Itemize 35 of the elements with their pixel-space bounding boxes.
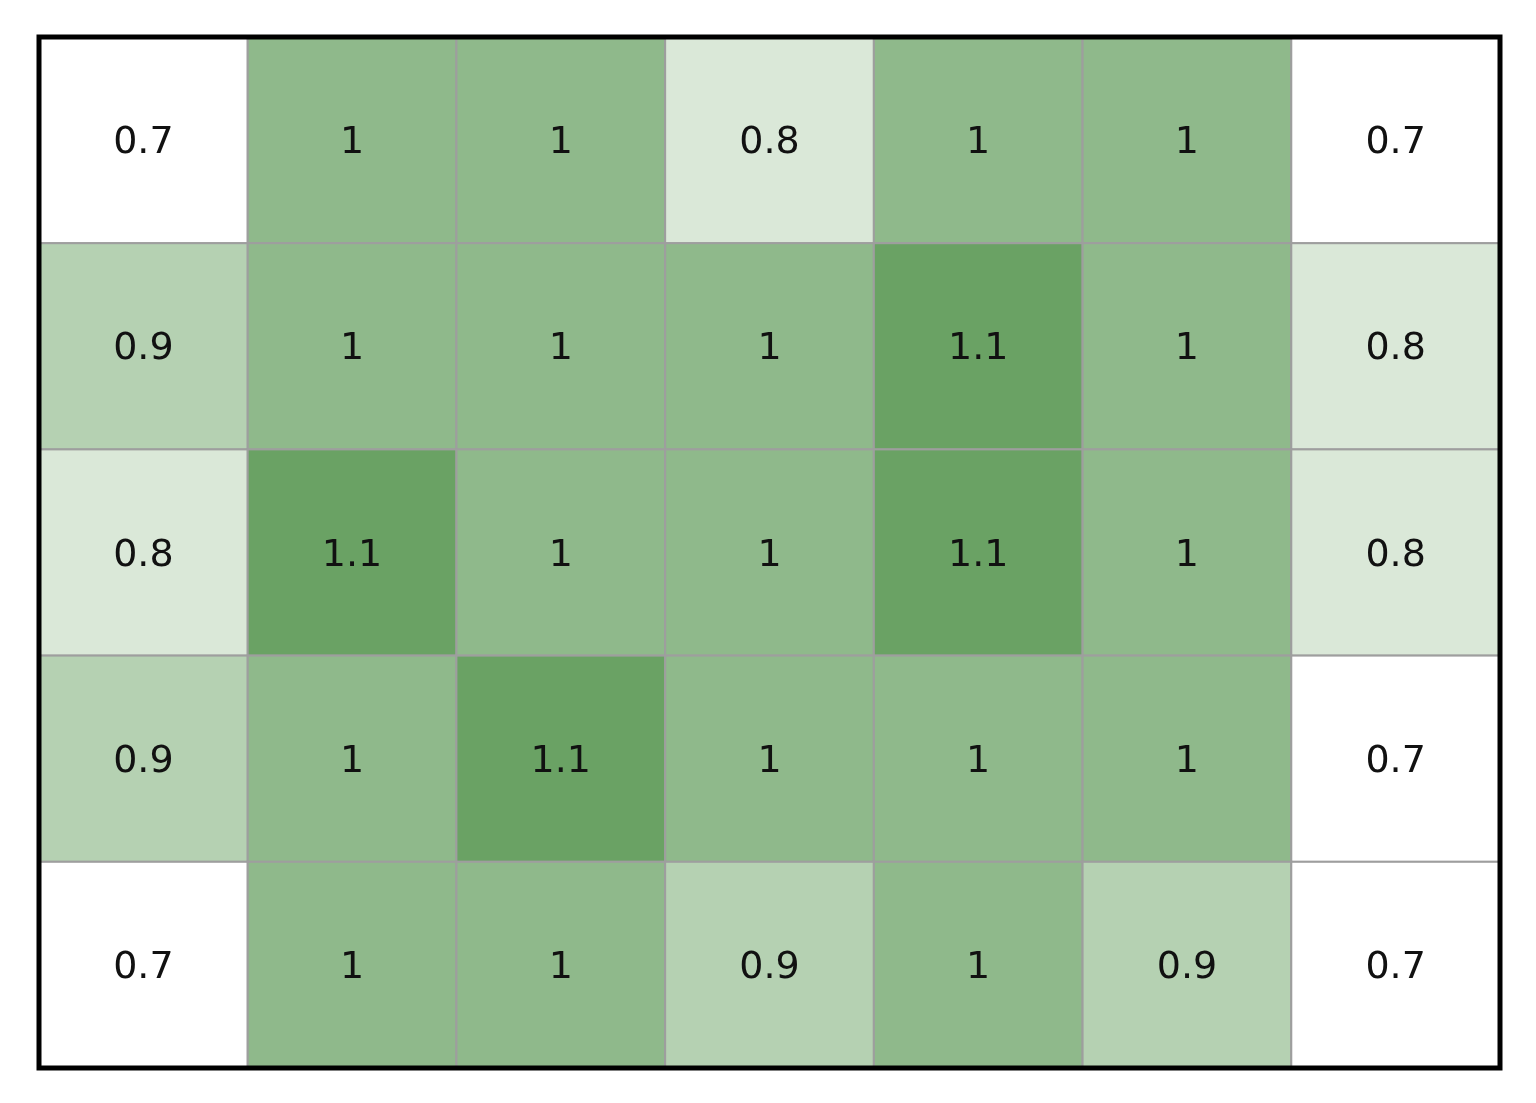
data-label: 0.7 [1365, 118, 1426, 163]
data-label: 1 [1174, 118, 1200, 163]
data-label: 1 [548, 942, 573, 987]
data-label: 0.8 [1365, 324, 1426, 369]
data-label: 1 [966, 736, 991, 781]
data-label: 1 [339, 118, 365, 163]
data-label: 1 [548, 118, 573, 163]
data-label: 0.9 [739, 942, 800, 987]
data-label: 0.8 [739, 118, 800, 163]
data-label: 1.1 [321, 530, 383, 575]
data-label: 0.9 [113, 324, 174, 369]
data-label: 0.7 [1365, 736, 1426, 781]
data-label: 0.9 [1156, 942, 1218, 987]
data-label: 1 [339, 736, 365, 781]
data-label: 1 [1174, 530, 1200, 575]
data-label: 0.8 [1365, 530, 1426, 575]
data-label: 0.8 [113, 530, 174, 575]
data-label: 1 [966, 942, 991, 987]
data-label: 1 [757, 736, 782, 781]
data-label: 1 [757, 530, 782, 575]
data-label: 0.7 [1365, 942, 1426, 987]
data-label: 1 [1174, 324, 1200, 369]
data-label: 1 [339, 324, 365, 369]
data-label: 1.1 [948, 530, 1009, 575]
data-label: 1 [757, 324, 782, 369]
data-label: 0.7 [113, 118, 174, 163]
data-label: 1 [339, 942, 365, 987]
data-label: 1 [548, 324, 573, 369]
data-label: 1.1 [530, 736, 591, 781]
data-label: 0.7 [113, 942, 174, 987]
data-label: 0.9 [113, 736, 174, 781]
data-label: 1 [1174, 736, 1200, 781]
data-label: 1.1 [948, 324, 1009, 369]
data-label: 1 [548, 530, 573, 575]
data-label: 1 [966, 118, 991, 163]
